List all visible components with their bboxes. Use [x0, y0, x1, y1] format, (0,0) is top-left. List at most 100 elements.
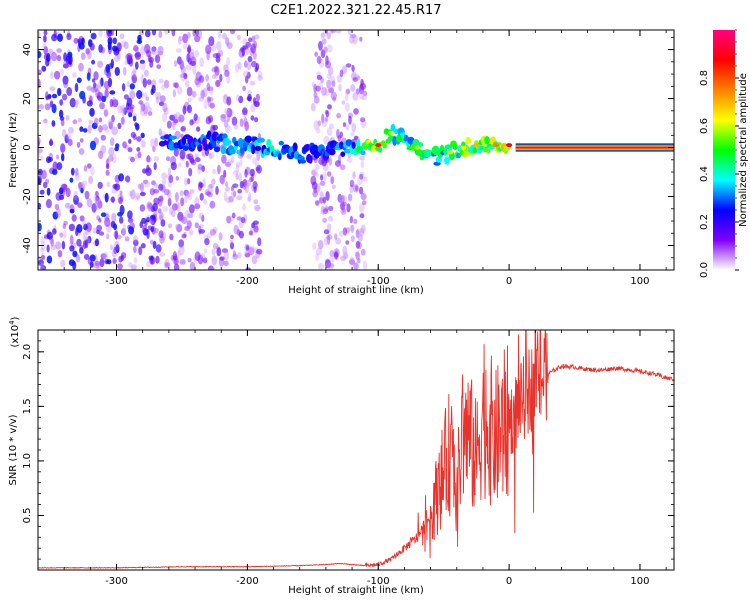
noise-blob: [73, 37, 79, 44]
noise-blob: [215, 79, 221, 87]
noise-blob: [335, 30, 342, 34]
noise-blob: [229, 239, 233, 245]
noise-blob: [216, 247, 222, 257]
noise-blob: [321, 86, 327, 96]
noise-blob: [248, 37, 253, 43]
noise-blob: [76, 238, 82, 247]
noise-blob: [226, 42, 233, 50]
noise-blob: [132, 134, 137, 141]
noise-blob: [43, 30, 48, 36]
y-tick-label: 1.0: [22, 453, 33, 469]
noise-blob: [101, 124, 108, 131]
noise-blob: [211, 74, 216, 79]
noise-blob: [153, 156, 159, 162]
noise-blob: [119, 190, 123, 196]
noise-blob: [112, 37, 118, 45]
noise-blob: [171, 30, 176, 37]
noise-blob: [198, 182, 204, 189]
noise-blob: [256, 151, 261, 162]
spectrogram-heatmap: [38, 30, 674, 270]
noise-blob: [111, 114, 115, 123]
snr-y-axis: 0.5 1.0 1.5 2.0: [22, 329, 674, 571]
noise-blob: [189, 261, 196, 270]
signal-blob: [465, 137, 472, 145]
signal-blob: [269, 145, 275, 154]
noise-blob: [43, 35, 47, 43]
noise-blob: [51, 33, 58, 42]
noise-blob: [188, 229, 194, 236]
noise-blob: [235, 173, 239, 180]
signal-blob: [308, 155, 313, 164]
noise-blob: [111, 153, 117, 164]
noise-blob: [107, 155, 114, 162]
noise-blob: [348, 259, 355, 265]
noise-blob: [242, 45, 249, 50]
noise-blob: [62, 223, 67, 229]
colorbar-label: Normalized spectral amplitude: [738, 73, 749, 227]
noise-blob: [111, 249, 118, 258]
noise-blob: [158, 198, 163, 207]
noise-blob: [161, 178, 167, 185]
noise-blob: [357, 241, 362, 250]
noise-blob: [250, 115, 255, 121]
noise-blob: [254, 204, 261, 212]
noise-blob: [157, 208, 162, 214]
noise-blob: [250, 43, 257, 54]
noise-blob: [169, 233, 174, 241]
noise-blob: [186, 53, 190, 63]
noise-blob: [185, 64, 192, 71]
noise-blob: [79, 215, 85, 222]
noise-blob: [84, 190, 90, 200]
noise-blob: [52, 161, 58, 171]
noise-blob: [194, 77, 201, 86]
noise-blob: [227, 158, 233, 166]
noise-blob: [146, 229, 150, 240]
noise-blob: [310, 176, 316, 182]
noise-blob: [76, 77, 82, 83]
noise-blob: [147, 55, 152, 63]
noise-blob: [359, 117, 366, 123]
noise-blob: [46, 231, 54, 240]
noise-blob: [199, 57, 205, 67]
noise-blob: [244, 121, 249, 132]
noise-blob: [93, 262, 100, 269]
noise-blob: [346, 157, 353, 163]
noise-blob: [123, 94, 129, 100]
noise-blob: [328, 215, 333, 222]
noise-blob: [316, 247, 323, 256]
noise-blob: [224, 181, 229, 188]
noise-blob: [335, 237, 342, 245]
noise-blob: [62, 93, 68, 101]
noise-blob: [124, 236, 130, 242]
noise-blob: [162, 206, 169, 212]
noise-blob: [329, 250, 335, 257]
noise-blob: [142, 224, 147, 231]
noise-blob: [226, 115, 230, 123]
noise-blob: [135, 195, 141, 201]
noise-blob: [184, 194, 188, 204]
noise-blob: [69, 177, 74, 183]
noise-blob: [132, 68, 137, 75]
noise-blob: [246, 62, 252, 70]
noise-blob: [166, 156, 171, 162]
signal-blob: [444, 156, 450, 165]
noise-blob: [332, 184, 336, 189]
noise-blob: [60, 259, 66, 268]
signal-blob: [382, 143, 387, 149]
noise-blob: [99, 102, 105, 110]
noise-blob: [247, 93, 252, 102]
noise-blob: [254, 162, 260, 167]
noise-blob: [108, 147, 115, 157]
noise-blob: [245, 245, 250, 251]
noise-blob: [200, 253, 206, 258]
noise-blob: [311, 169, 318, 176]
noise-blob: [326, 79, 332, 89]
noise-blob: [127, 210, 133, 220]
noise-blob: [106, 233, 110, 240]
noise-blob: [237, 252, 242, 259]
noise-blob: [95, 195, 100, 202]
noise-blob: [180, 72, 186, 82]
noise-blob: [191, 90, 197, 98]
noise-blob: [79, 138, 84, 143]
signal-peak: [473, 143, 480, 148]
